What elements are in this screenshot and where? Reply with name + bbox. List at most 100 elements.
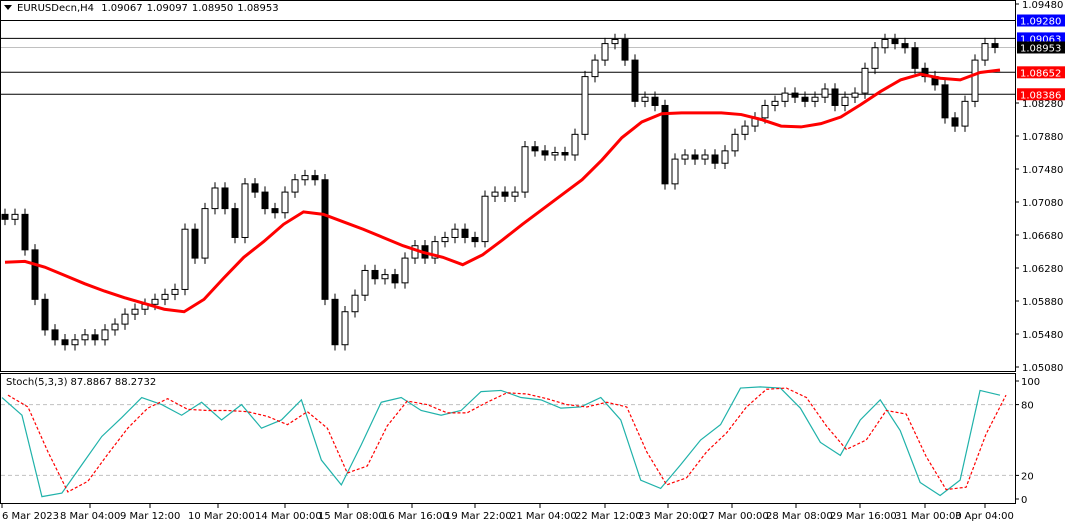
stochastic-signal-value: 88.2732 [114, 377, 157, 388]
low-value: 1.08950 [191, 3, 234, 14]
candle-bull [341, 311, 349, 346]
time-tick-label: 27 Mar 00:00 [702, 511, 769, 522]
candle-bull [131, 308, 139, 315]
candle-bear [541, 150, 549, 156]
candle-bull [851, 92, 859, 98]
stochastic-tick-label: 100 [1021, 377, 1040, 388]
candle-bull [211, 187, 219, 210]
time-tick-label: 31 Mar 00:00 [895, 511, 962, 522]
candle-bull [451, 228, 459, 238]
main-panel-frame [0, 0, 1016, 372]
moving-average-line [4, 68, 1001, 314]
candle-bull [521, 146, 529, 193]
candle-bear [21, 213, 29, 251]
stochastic-header: Stoch(5,3,3) 87.8867 88.2732 [6, 377, 159, 388]
candle-bull [361, 269, 369, 296]
time-tick-label: 29 Mar 16:00 [830, 511, 897, 522]
candle-bull [481, 195, 489, 243]
price-tick-label: 1.05480 [1022, 330, 1063, 341]
candle-bull [441, 236, 449, 243]
time-tick-label: 8 Mar 04:00 [60, 511, 120, 522]
price-level-badge [1017, 88, 1065, 101]
candle-bull [741, 125, 749, 135]
candle-bull [841, 96, 849, 106]
candle-bear [801, 96, 809, 102]
candle-bear [941, 84, 949, 119]
candle-bear [321, 179, 329, 300]
price-level-badge [1017, 66, 1065, 79]
candle-bull [601, 43, 609, 61]
candle-bear [91, 334, 99, 341]
candle-bear [531, 146, 539, 152]
candle-bear [651, 96, 659, 106]
dropdown-triangle-icon[interactable] [4, 5, 12, 10]
candle-bear [561, 152, 569, 156]
candle-bull [861, 67, 869, 94]
candle-bear [891, 38, 899, 45]
candle-bull [981, 43, 989, 61]
price-tick-label: 1.08280 [1022, 99, 1063, 110]
candle-bear [41, 298, 49, 331]
time-tick-label: 16 Mar 16:00 [382, 511, 449, 522]
candle-bear [791, 92, 799, 98]
candle-bear [691, 154, 699, 160]
candle-bear [461, 228, 469, 238]
candle-bear [311, 175, 319, 181]
candle-bear [271, 208, 279, 214]
candle-bull [591, 59, 599, 78]
candle-bull [571, 133, 579, 156]
high-value: 1.09097 [146, 3, 188, 14]
time-tick-label: 9 Mar 12:00 [120, 511, 180, 522]
candle-bear [661, 104, 669, 185]
candle-bear [911, 47, 919, 69]
time-tick-label: 23 Mar 20:00 [638, 511, 705, 522]
stochastic-main-value: 87.8867 [70, 377, 112, 388]
price-tick-label: 1.07880 [1022, 132, 1063, 143]
candle-bear [831, 88, 839, 106]
candle-bear [371, 269, 379, 280]
candle-bull [351, 294, 359, 313]
candle-bear [631, 59, 639, 102]
time-tick-label: 21 Mar 04:00 [510, 511, 577, 522]
stochastic-tick-label: 20 [1021, 471, 1034, 482]
candle-bull [581, 76, 589, 135]
candle-bull [641, 96, 649, 102]
candle-bull [611, 38, 619, 45]
candle-bear [901, 43, 909, 49]
price-level-badge [1017, 14, 1065, 27]
candle-bull [151, 298, 159, 305]
candle-bull [971, 59, 979, 102]
stochastic-main-line [1, 386, 1001, 498]
price-tick-label: 1.07480 [1022, 165, 1063, 176]
candle-bull [171, 288, 179, 295]
candle-bear [471, 236, 479, 243]
candle-bear [221, 187, 229, 210]
candle-bull [551, 152, 559, 156]
stochastic-title: Stoch(5,3,3) [6, 377, 68, 388]
stochastic-signal-line [7, 387, 1007, 493]
candle-bear [711, 154, 719, 164]
time-tick-label: 19 Mar 22:00 [445, 511, 512, 522]
candle-bear [51, 329, 59, 341]
candle-bull [871, 47, 879, 69]
candle-bear [951, 117, 959, 127]
candle-bull [111, 323, 119, 331]
candle-bull [181, 228, 189, 290]
candle-bull [511, 191, 519, 197]
candle-bull [71, 339, 79, 346]
candle-bull [821, 88, 829, 98]
price-tick-label: 1.07080 [1022, 198, 1063, 209]
candle-bull [241, 183, 249, 238]
candle-bull [201, 208, 209, 259]
candle-bear [251, 183, 259, 193]
candle-bull [681, 154, 689, 160]
candle-bear [231, 208, 239, 238]
time-tick-label: 6 Mar 2023 [2, 511, 59, 522]
candle-bull [671, 158, 679, 185]
candle-bear [331, 298, 339, 346]
stochastic-tick-label: 0 [1021, 495, 1027, 506]
candle-bull [721, 150, 729, 164]
candle-bear [61, 339, 69, 346]
close-value: 1.08953 [237, 3, 279, 14]
